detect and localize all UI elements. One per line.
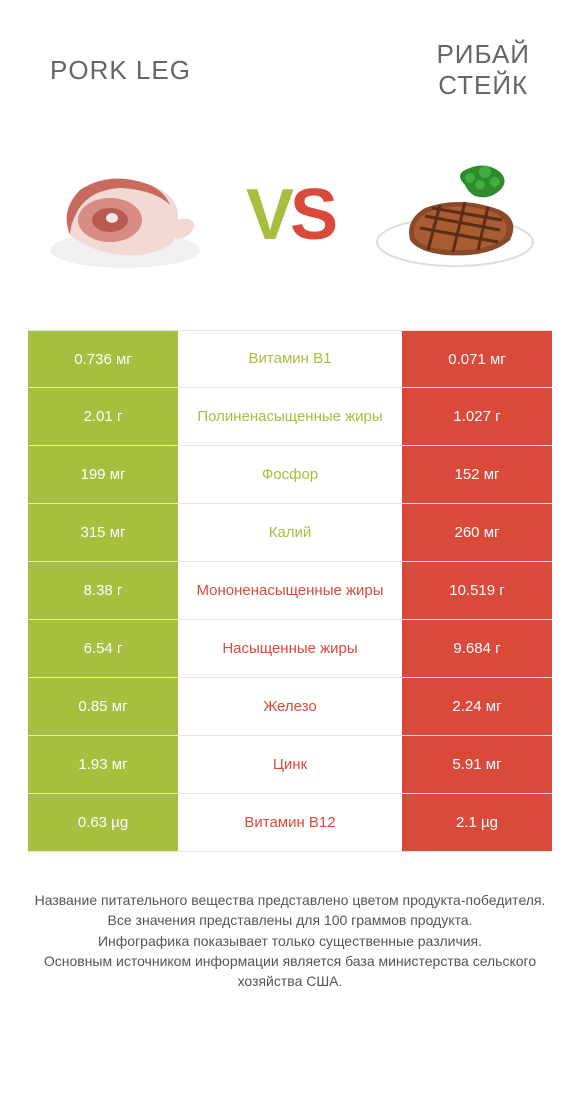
left-value: 315 мг xyxy=(28,504,178,561)
hero-row: VS xyxy=(0,120,580,330)
right-value: 10.519 г xyxy=(402,562,552,619)
table-row: 8.38 гМононенасыщенные жиры10.519 г xyxy=(28,562,552,620)
nutrient-label: Витамин B12 xyxy=(178,794,402,851)
right-value: 260 мг xyxy=(402,504,552,561)
right-value: 9.684 г xyxy=(402,620,552,677)
footer-line: Основным источником информации является … xyxy=(30,951,550,992)
comparison-table: 0.736 мгВитамин B10.071 мг2.01 гПолинена… xyxy=(0,330,580,852)
footer-line: Название питательного вещества представл… xyxy=(30,890,550,910)
table-row: 6.54 гНасыщенные жиры9.684 г xyxy=(28,620,552,678)
table-row: 0.85 мгЖелезо2.24 мг xyxy=(28,678,552,736)
table-row: 199 мгФосфор152 мг xyxy=(28,446,552,504)
nutrient-label: Цинк xyxy=(178,736,402,793)
right-value: 2.1 µg xyxy=(402,794,552,851)
vs-v: V xyxy=(246,175,290,255)
left-value: 199 мг xyxy=(28,446,178,503)
header: PORK LEG РИБАЙ СТЕЙК xyxy=(0,0,580,120)
left-value: 2.01 г xyxy=(28,388,178,445)
right-value: 0.071 мг xyxy=(402,331,552,387)
nutrient-label: Полиненасыщенные жиры xyxy=(178,388,402,445)
table-row: 1.93 мгЦинк5.91 мг xyxy=(28,736,552,794)
right-value: 2.24 мг xyxy=(402,678,552,735)
right-value: 152 мг xyxy=(402,446,552,503)
nutrient-label: Фосфор xyxy=(178,446,402,503)
footer-notes: Название питательного вещества представл… xyxy=(0,852,580,991)
right-value: 1.027 г xyxy=(402,388,552,445)
ribeye-steak-image xyxy=(370,150,540,280)
table-row: 0.63 µgВитамин B122.1 µg xyxy=(28,794,552,852)
left-value: 0.736 мг xyxy=(28,331,178,387)
vs-label: VS xyxy=(246,174,334,256)
nutrient-label: Насыщенные жиры xyxy=(178,620,402,677)
vs-s: S xyxy=(290,175,334,255)
nutrient-label: Железо xyxy=(178,678,402,735)
left-value: 8.38 г xyxy=(28,562,178,619)
nutrient-label: Калий xyxy=(178,504,402,561)
nutrient-label: Мононенасыщенные жиры xyxy=(178,562,402,619)
left-value: 0.85 мг xyxy=(28,678,178,735)
left-value: 0.63 µg xyxy=(28,794,178,851)
title-left: PORK LEG xyxy=(50,55,191,86)
left-value: 6.54 г xyxy=(28,620,178,677)
title-right: РИБАЙ СТЕЙК xyxy=(436,39,530,101)
nutrient-label: Витамин B1 xyxy=(178,331,402,387)
footer-line: Все значения представлены для 100 граммо… xyxy=(30,910,550,930)
right-value: 5.91 мг xyxy=(402,736,552,793)
table-row: 0.736 мгВитамин B10.071 мг xyxy=(28,330,552,388)
pork-leg-image xyxy=(40,150,210,280)
left-value: 1.93 мг xyxy=(28,736,178,793)
table-row: 315 мгКалий260 мг xyxy=(28,504,552,562)
footer-line: Инфографика показывает только существенн… xyxy=(30,931,550,951)
table-row: 2.01 гПолиненасыщенные жиры1.027 г xyxy=(28,388,552,446)
